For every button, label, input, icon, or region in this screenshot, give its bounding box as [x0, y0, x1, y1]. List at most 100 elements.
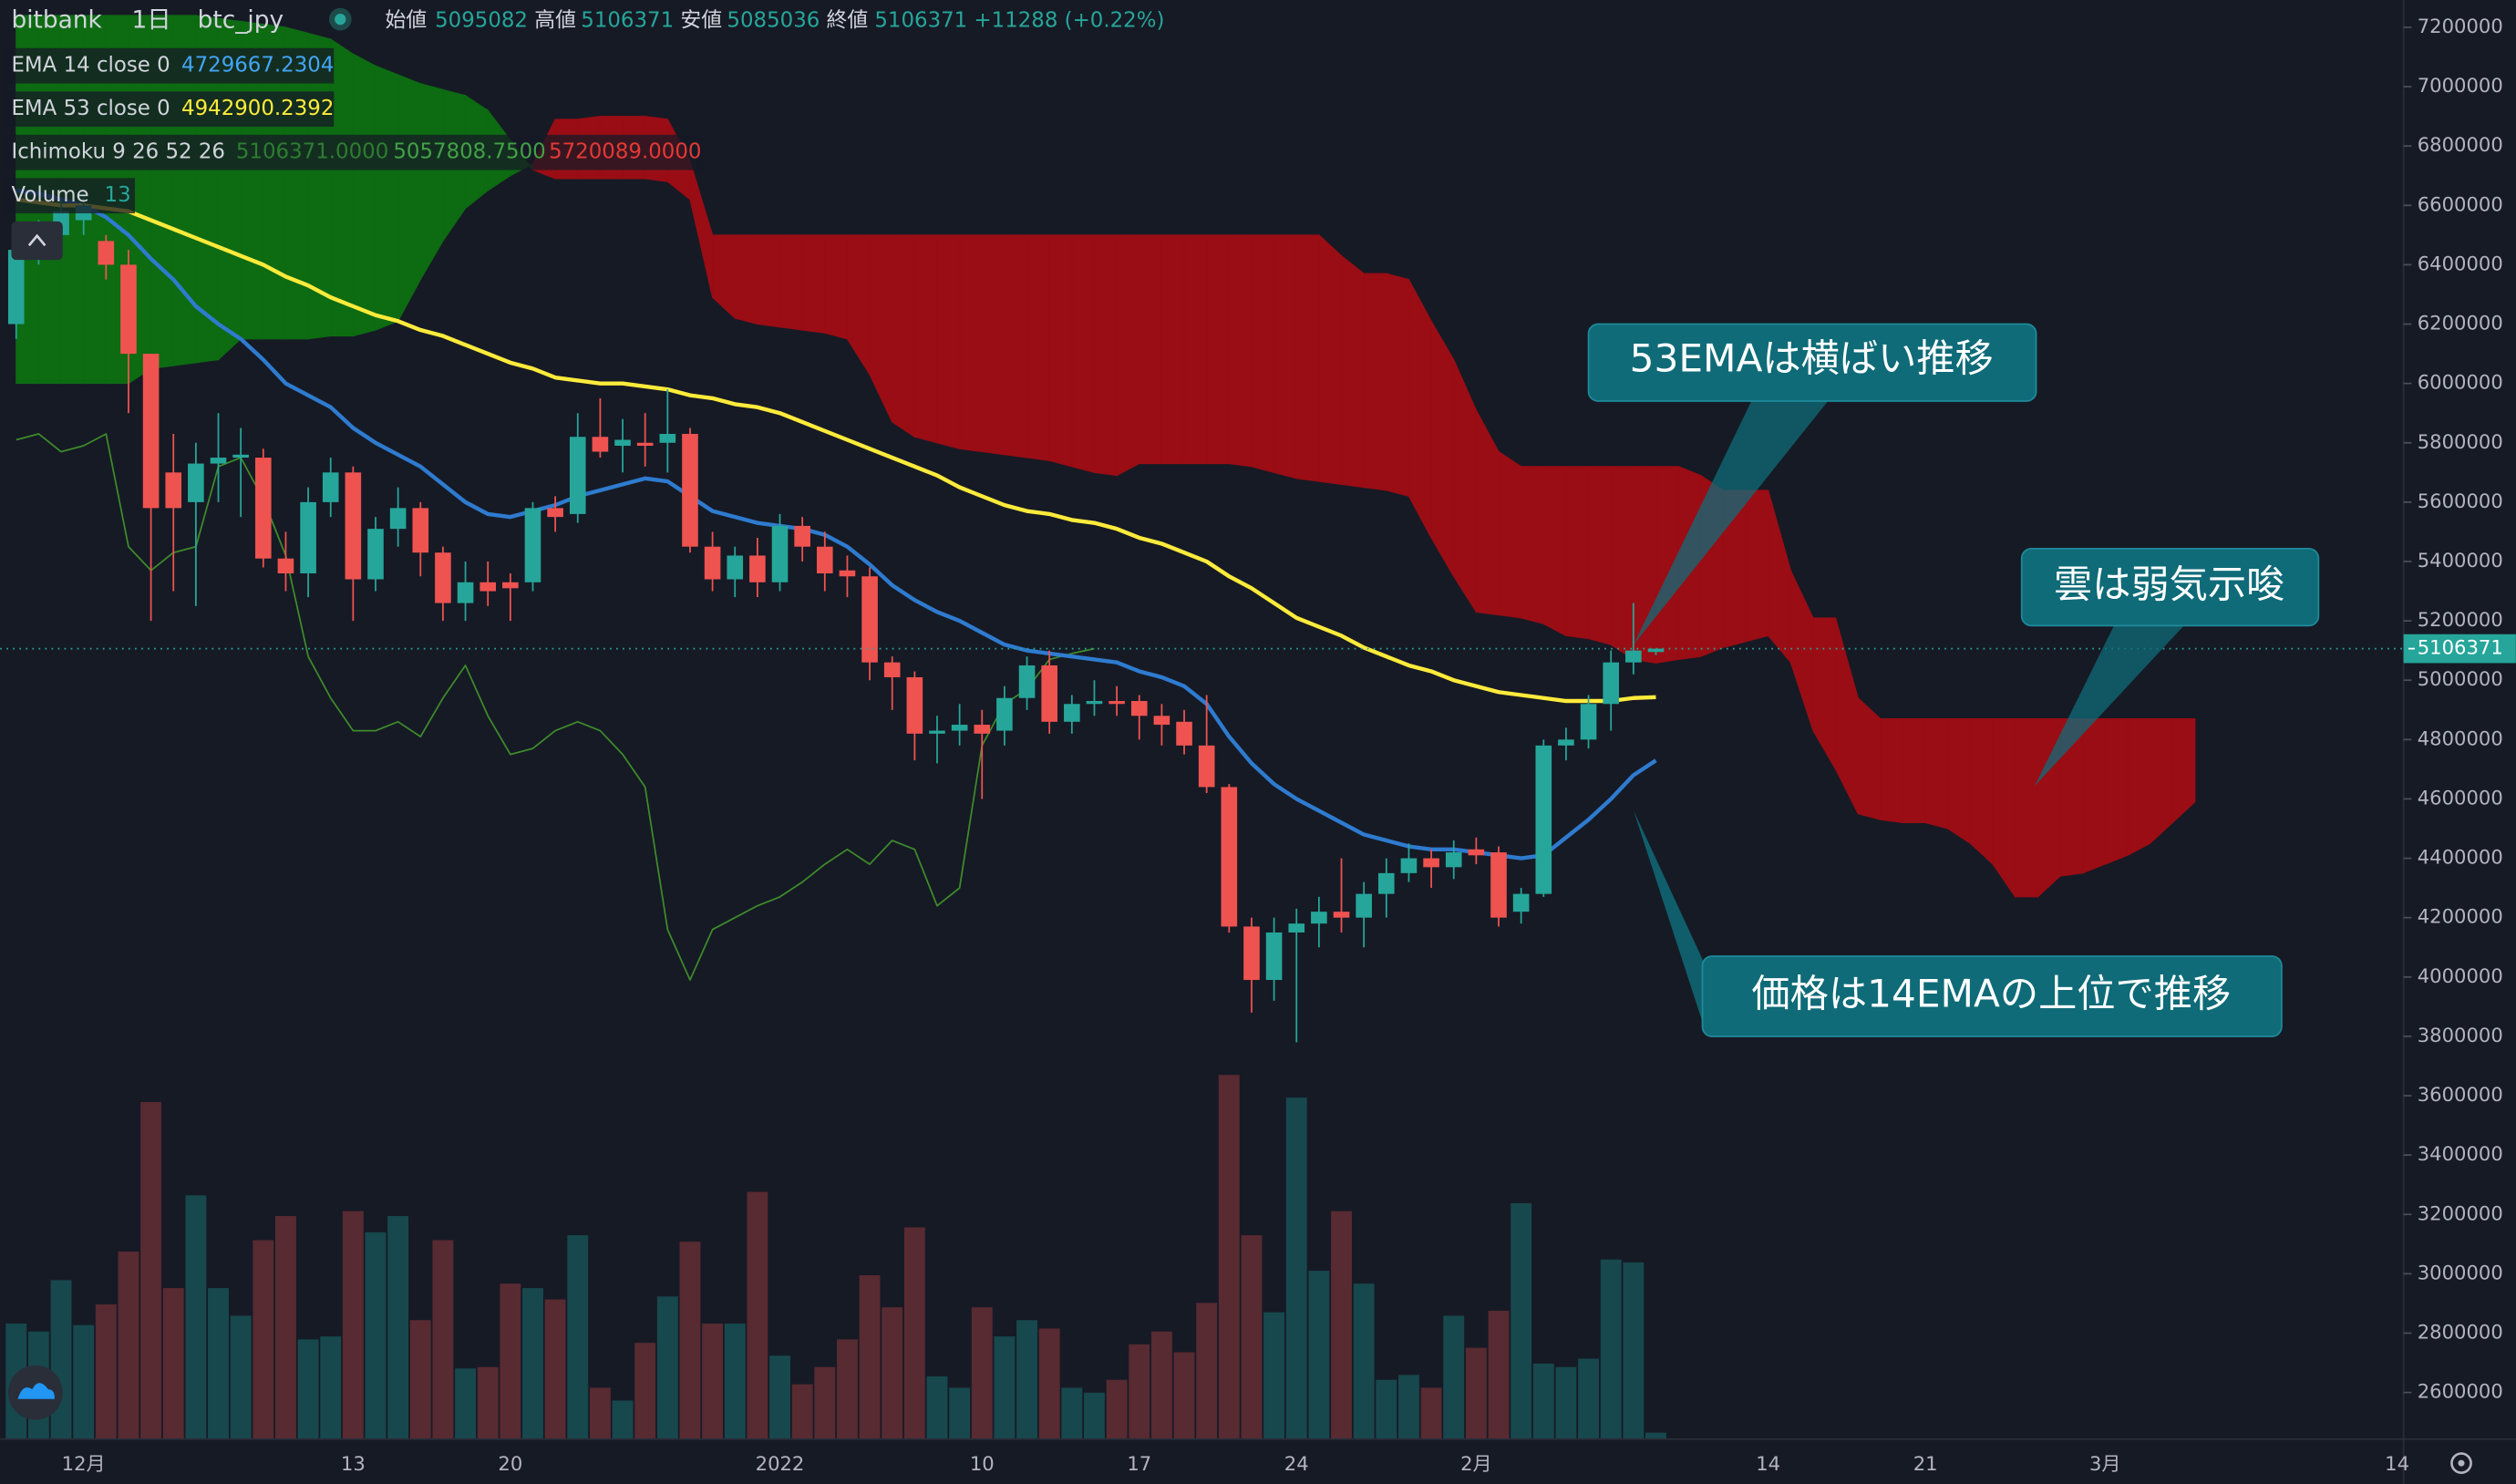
volume-bar: [949, 1387, 971, 1439]
cloud-segment: [1139, 234, 1162, 465]
volume-bar: [1578, 1358, 1599, 1439]
candle-body: [232, 454, 249, 459]
plot-area: [0, 15, 2404, 1439]
volume-bar: [1263, 1312, 1285, 1439]
candle-body: [1423, 858, 1439, 868]
cloud-segment: [801, 234, 826, 334]
candle-body: [704, 546, 721, 580]
candle-body: [1468, 849, 1485, 856]
x-tick-label: 14: [2385, 1452, 2409, 1475]
legend-ichimoku[interactable]: Ichimoku 9 26 52 26: [11, 140, 224, 164]
y-tick-label: 7000000: [2418, 74, 2503, 97]
legend-volume[interactable]: Volume: [11, 183, 88, 207]
callout-pointer: [1633, 809, 1705, 1027]
candle-body: [636, 442, 654, 447]
candle-body: [614, 439, 631, 447]
volume-bar: [1532, 1363, 1554, 1439]
volume-bar: [769, 1355, 790, 1439]
candle-body: [1265, 932, 1283, 981]
logo: [7, 1365, 63, 1420]
volume-bar: [365, 1232, 387, 1439]
candle-body: [1445, 852, 1462, 868]
candle-body: [996, 697, 1013, 731]
cloud-segment: [1206, 234, 1230, 465]
volume-bar: [455, 1368, 476, 1439]
cloud-segment: [779, 234, 803, 331]
volume-bar: [1398, 1375, 1419, 1439]
y-tick-label: 4200000: [2418, 905, 2503, 928]
cloud-segment: [1924, 718, 1949, 830]
candle-body: [1580, 704, 1597, 740]
candle-body: [1356, 893, 1372, 918]
cloud-segment: [1026, 234, 1050, 461]
candle-body: [210, 458, 227, 464]
volume-bar: [1106, 1379, 1128, 1439]
volume-bar: [1196, 1303, 1218, 1439]
open-label: 始値: [386, 8, 428, 32]
cloud-segment: [892, 234, 915, 438]
volume-bar: [567, 1235, 589, 1439]
volume-bar: [1150, 1331, 1172, 1439]
volume-bar: [500, 1283, 521, 1439]
y-tick-label: 5200000: [2418, 608, 2503, 631]
candle-body: [906, 676, 923, 734]
settings[interactable]: [2450, 1452, 2472, 1475]
candle-body: [929, 730, 945, 734]
candle-body: [1153, 716, 1170, 726]
cloud-segment: [1430, 319, 1455, 579]
candle-body: [1625, 650, 1642, 663]
legend-ema53-value: 4942900.2392: [181, 97, 334, 120]
candle-body: [457, 582, 474, 603]
cloud-segment: [1340, 254, 1365, 489]
candle-body: [1041, 665, 1057, 722]
x-tick-label: 10: [970, 1452, 995, 1475]
volume-bar: [95, 1304, 117, 1439]
x-tick-label: 14: [1756, 1452, 1780, 1475]
cloud-segment: [1565, 466, 1590, 640]
volume-bar: [791, 1384, 813, 1439]
volume-bar: [522, 1288, 543, 1439]
legend-ema14[interactable]: EMA 14 close 0: [11, 54, 170, 77]
legend-bg: [3, 47, 335, 84]
volume-bar: [140, 1101, 162, 1439]
y-tick-label: 7200000: [2418, 15, 2503, 37]
volume-bar: [432, 1240, 454, 1439]
cloud-segment: [936, 234, 961, 449]
callout-pointer: [1633, 399, 1830, 645]
legend-ema53[interactable]: EMA 53 close 0: [11, 97, 170, 120]
candle-body: [412, 508, 429, 553]
candle-body: [502, 582, 519, 589]
ema-line: [15, 188, 1657, 861]
candle-body: [98, 241, 115, 265]
x-tick-label: 17: [1127, 1452, 1151, 1475]
candle-body: [1288, 923, 1305, 933]
ema-line: [15, 197, 1656, 704]
candle-body: [389, 508, 407, 530]
volume-bar: [612, 1400, 634, 1439]
candle-body: [1018, 665, 1036, 698]
candle-body: [682, 433, 698, 547]
cloud-segment: [330, 37, 354, 337]
candle-body: [771, 525, 789, 582]
candle-body: [345, 472, 362, 580]
candle-body: [569, 437, 586, 514]
collapse-button[interactable]: [11, 221, 63, 261]
cloud-segment: [375, 65, 399, 331]
legend-bg: [3, 134, 704, 170]
candle-body: [142, 354, 160, 509]
volume-bar: [814, 1366, 836, 1439]
cloud-segment: [1295, 234, 1320, 482]
collapse-icon: [27, 233, 46, 247]
candle-body: [1603, 662, 1619, 705]
candle-body: [659, 433, 676, 443]
cloud-segment: [397, 74, 421, 322]
settings-icon-center: [2458, 1459, 2465, 1467]
volume-bar: [1331, 1211, 1352, 1439]
volume-bar: [387, 1216, 409, 1439]
volume-bar: [656, 1296, 678, 1439]
y-tick-label: 5000000: [2418, 667, 2503, 690]
y-tick-label: 6800000: [2418, 133, 2503, 156]
volume-bar: [1465, 1347, 1487, 1439]
settings-icon[interactable]: [2450, 1452, 2472, 1475]
candle-body: [1243, 926, 1260, 981]
